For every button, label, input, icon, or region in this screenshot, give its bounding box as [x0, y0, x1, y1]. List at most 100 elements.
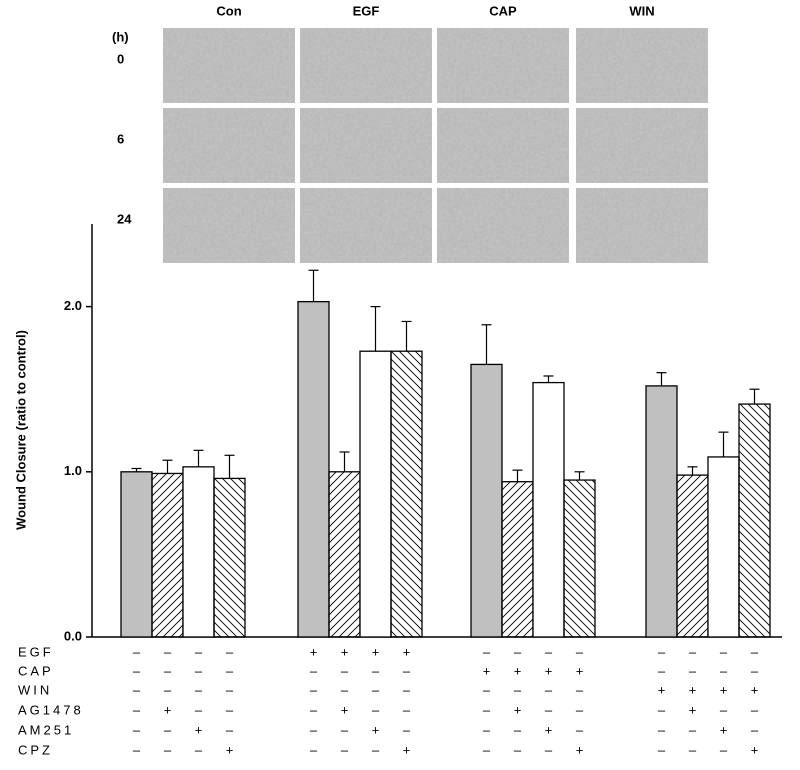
treatment-label: AM251 [18, 722, 74, 737]
treatment-sign: – [195, 663, 203, 678]
treatment-sign: – [403, 722, 411, 737]
treatment-sign: – [226, 644, 234, 659]
treatment-sign: – [372, 702, 380, 717]
micrograph-texture [437, 108, 569, 183]
unit-label: (h) [112, 29, 129, 44]
treatment-sign: + [164, 702, 172, 717]
treatment-sign: – [226, 722, 234, 737]
treatment-sign: – [514, 644, 522, 659]
treatment-sign: – [689, 722, 697, 737]
treatment-sign: – [403, 682, 411, 697]
treatment-sign: – [195, 682, 203, 697]
y-tick-label: 2.0 [64, 298, 82, 313]
treatment-sign: – [720, 663, 728, 678]
micrograph-texture [300, 108, 432, 183]
treatment-sign: – [483, 644, 491, 659]
treatment-sign: + [341, 644, 349, 659]
treatment-sign: – [341, 742, 349, 757]
plot: 0.0 1.0 2.0 EGF – – – – + + + + – – – – – – – – CAP – – – – – – – – +… [18, 269, 771, 757]
treatment-sign: – [341, 663, 349, 678]
treatment-sign: – [483, 722, 491, 737]
bar [501, 481, 534, 638]
treatment-sign: + [195, 722, 203, 737]
micrograph-texture [300, 28, 432, 103]
y-tick-label: 0.0 [64, 628, 82, 643]
treatment-sign: + [751, 742, 759, 757]
column-label: EGF [353, 3, 380, 18]
bar [120, 471, 153, 638]
row-label: 6 [117, 131, 124, 146]
treatment-sign: + [514, 702, 522, 717]
treatment-sign: + [576, 742, 584, 757]
treatment-sign: – [658, 663, 666, 678]
treatment-sign: – [195, 702, 203, 717]
treatment-sign: – [689, 663, 697, 678]
treatment-sign: – [720, 644, 728, 659]
micrograph-texture [437, 28, 569, 103]
treatment-sign: – [545, 742, 553, 757]
treatment-sign: – [310, 663, 318, 678]
treatment-sign: – [133, 682, 141, 697]
treatment-sign: + [372, 644, 380, 659]
treatment-sign: – [545, 682, 553, 697]
treatment-sign: + [403, 742, 411, 757]
treatment-sign: – [372, 682, 380, 697]
treatment-sign: – [164, 722, 172, 737]
treatment-sign: – [226, 663, 234, 678]
treatment-sign: – [133, 663, 141, 678]
treatment-sign: – [720, 742, 728, 757]
treatment-sign: – [658, 722, 666, 737]
bar [359, 350, 392, 638]
treatment-sign: – [133, 702, 141, 717]
treatment-label: CAP [18, 663, 54, 678]
treatment-sign: – [576, 682, 584, 697]
micrograph-texture [437, 188, 569, 263]
treatment-sign: – [195, 644, 203, 659]
micrograph-texture [576, 28, 708, 103]
treatment-sign: – [310, 682, 318, 697]
micrograph-texture [576, 188, 708, 263]
treatment-sign: – [133, 644, 141, 659]
row-label: 24 [117, 211, 132, 226]
treatment-label: CPZ [18, 742, 53, 757]
treatment-sign: + [751, 682, 759, 697]
treatment-sign: + [310, 644, 318, 659]
treatment-sign: + [720, 682, 728, 697]
bar [532, 381, 565, 638]
treatment-sign: – [751, 663, 759, 678]
treatment-sign: + [226, 742, 234, 757]
treatment-sign: – [576, 644, 584, 659]
treatment-sign: – [576, 702, 584, 717]
micrograph-panel: Con EGF CAP WIN (h) 0 6 24 [112, 3, 708, 263]
treatment-sign: – [372, 663, 380, 678]
treatment-sign: – [658, 742, 666, 757]
treatment-sign: – [164, 663, 172, 678]
column-label: WIN [629, 3, 654, 18]
treatment-sign: + [483, 663, 491, 678]
treatment-sign: – [689, 644, 697, 659]
bar [563, 479, 596, 638]
treatment-sign: – [576, 722, 584, 737]
treatment-sign: + [576, 663, 584, 678]
row-label: 0 [117, 51, 124, 66]
bar [738, 403, 771, 638]
treatment-sign: – [483, 682, 491, 697]
treatment-sign: – [751, 644, 759, 659]
micrograph-texture [163, 108, 295, 183]
treatment-sign: – [689, 742, 697, 757]
treatment-sign: – [341, 682, 349, 697]
treatment-sign: – [164, 742, 172, 757]
column-label: CAP [489, 3, 517, 18]
treatment-sign: – [658, 702, 666, 717]
treatment-sign: + [545, 663, 553, 678]
micrograph-texture [300, 188, 432, 263]
treatment-sign: – [226, 702, 234, 717]
column-label: Con [216, 3, 241, 18]
micrograph-texture [163, 188, 295, 263]
treatment-sign: – [514, 722, 522, 737]
treatment-sign: – [514, 682, 522, 697]
treatment-sign: – [751, 702, 759, 717]
bar [328, 471, 361, 638]
treatment-sign: – [195, 742, 203, 757]
treatment-sign: – [403, 702, 411, 717]
